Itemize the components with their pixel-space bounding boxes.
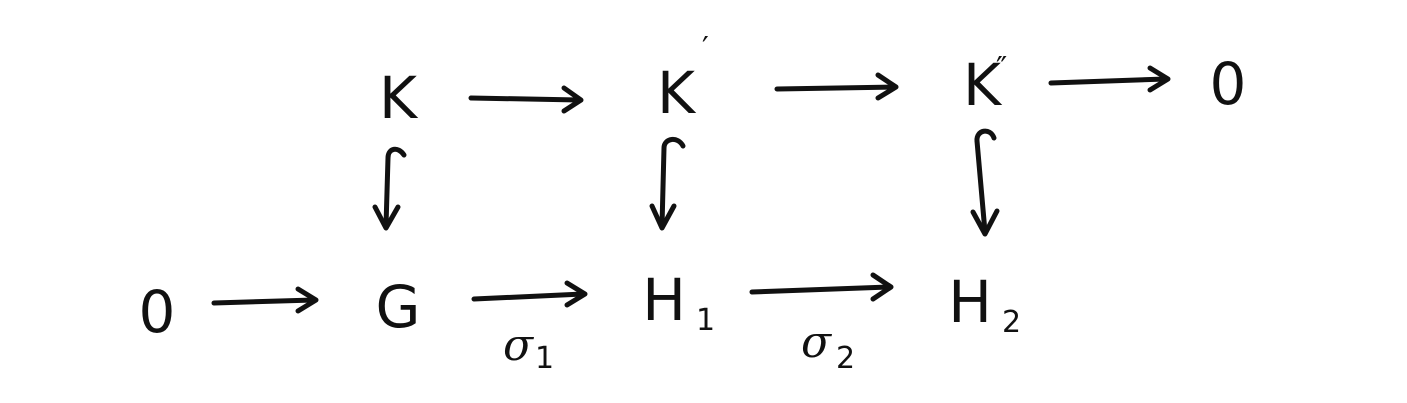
node-H2: H 2 xyxy=(948,268,1021,340)
node-H2-base: H xyxy=(948,268,992,336)
label-sigma2-base: σ xyxy=(801,317,833,368)
node-K-prime-sup: ′ xyxy=(702,31,709,66)
node-K: K xyxy=(379,64,419,132)
node-K-double-prime: K ″ xyxy=(963,51,1007,119)
inclusion-K-prime-to-H1-head xyxy=(649,203,677,231)
arrow-K-to-K-prime xyxy=(468,85,584,114)
node-H1-sub: 1 xyxy=(696,303,715,338)
node-zero-bottom: 0 xyxy=(139,278,176,346)
arrow-H1-to-H2-shaft xyxy=(749,284,892,295)
node-zero-top-base: 0 xyxy=(1210,50,1247,118)
node-G-base: G xyxy=(376,273,421,341)
inclusion-K-to-G-head xyxy=(372,204,401,231)
arrow-G-to-H1-head xyxy=(564,280,588,308)
label-sigma2-sub: 2 xyxy=(836,341,855,376)
inclusion-K-to-G xyxy=(372,146,407,231)
node-H2-sub: 2 xyxy=(1002,305,1021,340)
arrow-zero-to-G xyxy=(211,286,319,314)
arrow-H1-to-H2 xyxy=(749,272,894,302)
arrow-K-prime-to-K-double-prime-shaft xyxy=(774,84,897,92)
arrow-K-prime-to-K-double-prime xyxy=(774,72,899,101)
arrow-K-double-prime-to-zero-shaft xyxy=(1048,76,1169,86)
label-sigma1: σ 1 xyxy=(503,320,554,376)
inclusion-K-prime-to-H1 xyxy=(649,137,686,231)
arrow-K-to-K-prime-shaft xyxy=(468,95,582,103)
node-K-double-prime-base: K xyxy=(963,51,1003,119)
node-G: G xyxy=(376,273,421,341)
label-sigma2: σ 2 xyxy=(801,317,855,376)
node-H1: H 1 xyxy=(642,266,715,338)
arrow-K-double-prime-to-zero xyxy=(1048,65,1171,93)
node-H1-base: H xyxy=(642,266,686,334)
node-K-prime: K ′ xyxy=(657,31,709,127)
arrow-K-prime-to-K-double-prime-head xyxy=(875,72,899,101)
label-sigma1-base: σ xyxy=(503,320,535,371)
arrow-G-to-H1 xyxy=(471,280,588,308)
arrow-H1-to-H2-head xyxy=(870,272,894,302)
label-sigma1-sub: 1 xyxy=(535,341,554,376)
inclusion-K-double-prime-to-H2 xyxy=(970,128,1000,237)
node-zero-bottom-base: 0 xyxy=(139,278,176,346)
inclusion-K-double-prime-to-H2-shaft xyxy=(974,128,997,235)
node-K-prime-base: K xyxy=(657,59,697,127)
inclusion-K-double-prime-to-H2-head xyxy=(970,208,1000,237)
arrow-K-to-K-prime-head xyxy=(561,85,584,114)
node-K-double-prime-sup: ″ xyxy=(996,51,1007,86)
arrow-zero-to-G-shaft xyxy=(211,297,317,306)
inclusion-K-to-G-shaft xyxy=(383,146,407,229)
node-K-base: K xyxy=(379,64,419,132)
node-zero-top: 0 xyxy=(1210,50,1247,118)
arrow-K-double-prime-to-zero-head xyxy=(1147,65,1171,93)
arrow-G-to-H1-shaft xyxy=(471,291,586,302)
inclusion-K-prime-to-H1-shaft xyxy=(659,137,686,229)
arrow-zero-to-G-head xyxy=(295,286,319,314)
